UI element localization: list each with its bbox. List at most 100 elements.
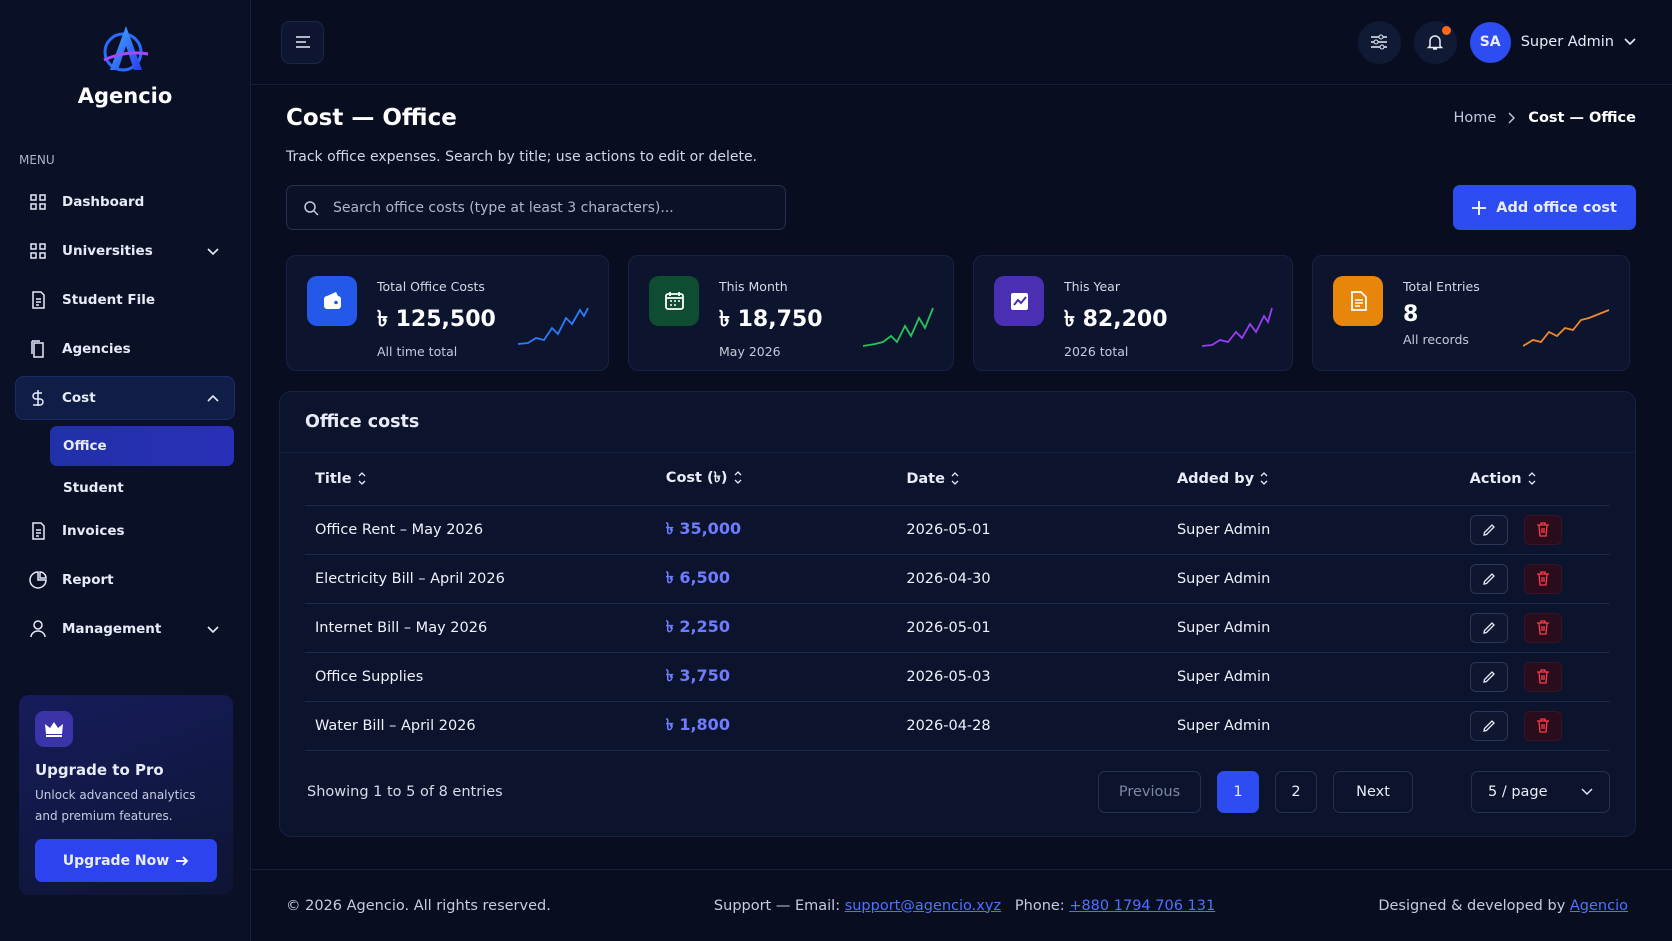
brand-logo [103,26,149,72]
stat-card: Total Office Costs ৳ 125,500 All time tota… [286,255,609,371]
stat-card: This Month ৳ 18,750 May 2026 [628,255,954,371]
column-header[interactable]: Action [1459,453,1610,506]
cell-cost: ৳ 2,250 [655,603,897,653]
delete-button[interactable] [1523,563,1562,594]
nav-icon [29,571,47,589]
table-card: Office costs Title Cost (৳) Date Added by Ac… [279,391,1636,837]
table-row: Office Rent – May 2026 ৳ 35,000 2026-05-01… [305,505,1610,555]
stat-icon [1333,276,1383,326]
sort-icon [1260,472,1268,486]
edit-button[interactable] [1469,514,1508,545]
cell-action [1459,505,1610,555]
nav-icon [32,522,45,540]
phone-link[interactable]: +880 1794 706 131 [1069,897,1216,914]
promo-card: Upgrade to Pro Unlock advanced analytics… [19,695,233,895]
nav-item[interactable]: Agencies [16,328,234,370]
sort-icon [734,471,741,485]
notifications-button[interactable] [1413,20,1457,64]
sort-icon [358,472,366,486]
page-size-select[interactable]: 5 / page [1471,770,1610,813]
column-header[interactable]: Cost (৳) [655,453,897,506]
user-avatar: SA [1469,21,1511,63]
column-label: Added by [1176,470,1255,487]
sparkline [517,306,590,354]
nav-item[interactable]: Dashboard [16,181,234,223]
nav-item[interactable]: Report [16,559,234,601]
nav-subitem[interactable]: Office [50,426,234,466]
footer: © 2026 Agencio. All rights reserved. Sup… [251,869,1672,941]
stat-body: Total Office Costs ৳ 125,500 All time tota… [377,279,496,370]
cell-cost: ৳ 6,500 [655,554,897,604]
cell-date: 2026-04-30 [896,554,1167,604]
breadcrumb: Home Cost — Office [1453,110,1636,126]
stat-value: ৳ 18,750 [719,307,823,332]
table-row: Internet Bill – May 2026 ৳ 2,250 2026-05-0… [305,603,1610,653]
edit-button[interactable] [1469,563,1508,594]
email-link[interactable]: support@agencio.xyz [844,897,1002,914]
credit-link[interactable]: Agencio [1569,897,1628,914]
stat-card: This Year ৳ 82,200 2026 total [973,255,1293,371]
cell-cost: ৳ 1,800 [655,701,897,751]
nav-item[interactable]: Management [16,608,234,650]
nav-icon [31,340,44,358]
settings-button[interactable] [1357,20,1401,64]
column-header[interactable]: Added by [1166,453,1460,506]
search-icon [304,200,319,216]
upgrade-button[interactable]: Upgrade Now [35,839,217,882]
stat-icon [994,276,1044,326]
chevron-icon [1624,38,1636,46]
nav-label: Management [62,621,162,637]
nav-subitem[interactable]: Student [63,480,124,496]
nav-item[interactable]: Invoices [16,510,234,552]
previous-button[interactable]: Previous [1098,770,1201,813]
add-button-label: Add office cost [1496,199,1617,216]
delete-button[interactable] [1523,514,1562,545]
column-header[interactable]: Title [305,453,656,506]
delete-button[interactable] [1523,661,1562,692]
nav-item[interactable]: Cost [16,377,234,419]
column-header[interactable]: Date [896,453,1167,506]
delete-button[interactable] [1523,612,1562,643]
cell-title: Internet Bill – May 2026 [305,603,656,653]
edit-button[interactable] [1469,661,1508,692]
add-button[interactable]: Add office cost [1453,185,1636,230]
nav-menu: Dashboard Universities Student File Agencie… [16,181,234,650]
table-row: Office Supplies ৳ 3,750 2026-05-03 Super Ad… [305,652,1610,702]
nav-label: Universities [62,243,153,259]
nav-item[interactable]: Student File [16,279,234,321]
column-label: Action [1469,470,1522,487]
page-button[interactable]: 2 [1275,770,1317,813]
page-button[interactable]: 1 [1217,770,1259,813]
menu-label: MENU [19,153,55,167]
copyright: © 2026 Agencio. All rights reserved. [286,897,551,914]
cost-table: Title Cost (৳) Date Added by Action Office R… [305,453,1610,751]
stat-value: ৳ 82,200 [1064,307,1168,332]
next-button[interactable]: Next [1333,770,1413,813]
menu-toggle[interactable] [281,20,324,64]
breadcrumb-current: Cost — Office [1528,110,1636,126]
stat-body: Total Entries 8 All records [1403,279,1480,370]
chevron-icon [207,626,219,634]
page-subtitle: Track office expenses. Search by title; … [286,149,758,165]
user-menu[interactable]: SA Super Admin [1469,21,1636,63]
search-input[interactable]: Search office costs (type at least 3 cha… [286,185,786,230]
nav-icon [30,243,46,259]
cell-added-by: Super Admin [1166,554,1460,604]
nav-item[interactable]: Universities [16,230,234,272]
column-label: Cost (৳) [665,469,728,486]
nav-icon [32,291,45,309]
edit-button[interactable] [1469,612,1508,643]
stat-icon [307,276,357,326]
table-title: Office costs [280,392,1635,453]
support-label: Support — Email: [713,897,841,914]
action-buttons [1469,612,1610,643]
cell-date: 2026-05-03 [896,652,1167,702]
search-placeholder: Search office costs (type at least 3 cha… [333,199,674,216]
stat-card: Total Entries 8 All records [1312,255,1630,371]
delete-button[interactable] [1523,710,1562,741]
cell-date: 2026-05-01 [896,603,1167,653]
breadcrumb-link[interactable]: Home [1453,110,1497,126]
stat-label: This Month [719,279,788,294]
edit-button[interactable] [1469,710,1508,741]
cell-cost: ৳ 3,750 [655,652,897,702]
